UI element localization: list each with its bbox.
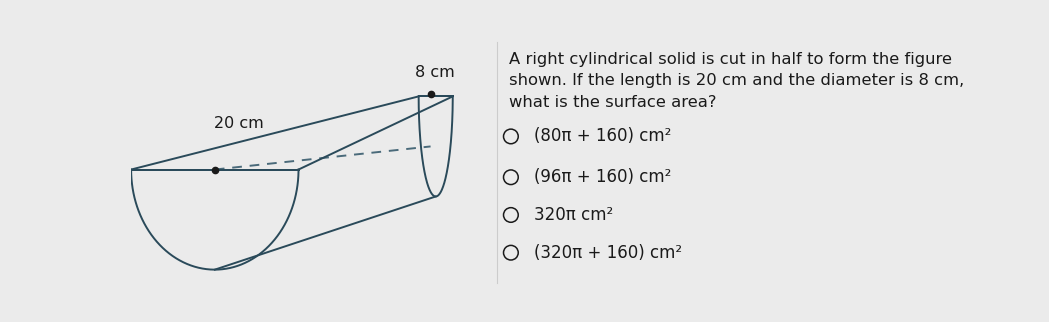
Text: A right cylindrical solid is cut in half to form the figure
shown. If the length: A right cylindrical solid is cut in half…	[509, 52, 964, 110]
Text: (96π + 160) cm²: (96π + 160) cm²	[534, 168, 671, 186]
Text: 20 cm: 20 cm	[214, 116, 263, 131]
Text: 8 cm: 8 cm	[415, 65, 455, 80]
Text: (80π + 160) cm²: (80π + 160) cm²	[534, 128, 671, 146]
Text: (320π + 160) cm²: (320π + 160) cm²	[534, 244, 682, 262]
Text: 320π cm²: 320π cm²	[534, 206, 614, 224]
